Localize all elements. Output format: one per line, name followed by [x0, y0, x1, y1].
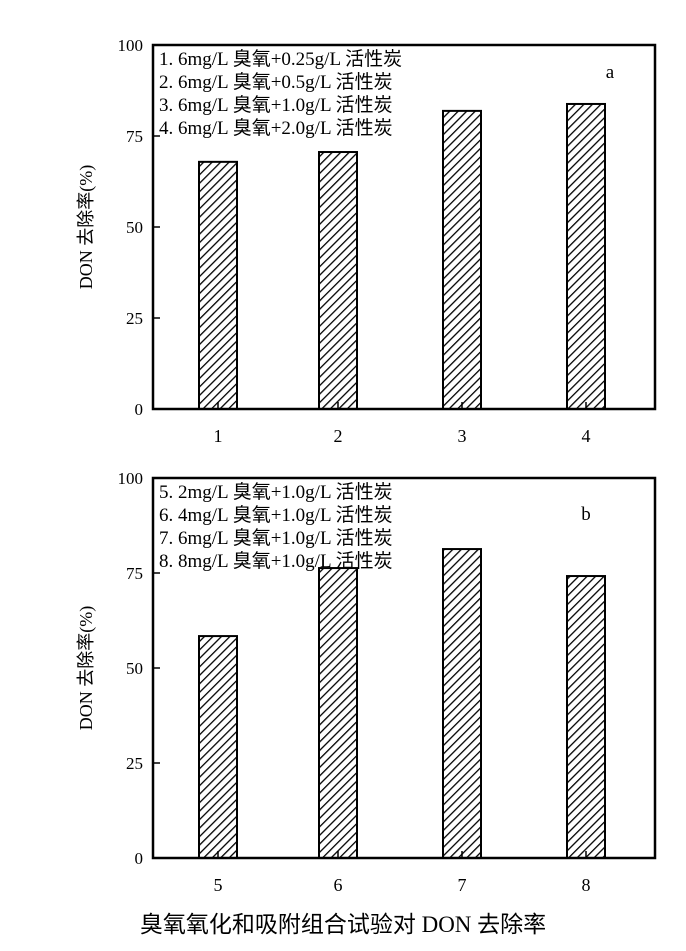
y-tick-label: 75 — [126, 564, 143, 583]
x-tick-label: 7 — [458, 875, 467, 895]
panel-label: a — [606, 62, 615, 83]
bar-1 — [198, 160, 238, 410]
x-tick-label: 1 — [214, 426, 223, 446]
figure-caption: 臭氧氧化和吸附组合试验对 DON 去除率 — [139, 912, 547, 937]
panel-label: b — [581, 504, 591, 525]
legend-entry: 2. 6mg/L 臭氧+0.5g/L 活性炭 — [159, 71, 393, 93]
y-tick-label: 100 — [118, 469, 144, 488]
y-tick-label: 75 — [126, 127, 143, 146]
bar-6 — [318, 567, 358, 859]
x-tick-label: 8 — [582, 875, 591, 895]
legend-entry: 1. 6mg/L 臭氧+0.25g/L 活性炭 — [159, 48, 402, 70]
x-tick-label: 4 — [582, 426, 591, 446]
x-tick-label: 2 — [334, 426, 343, 446]
y-axis-label: DON 去除率(%) — [76, 606, 97, 730]
x-tick-label: 5 — [214, 875, 223, 895]
x-tick-label: 6 — [334, 875, 343, 895]
legend-entry: 6. 4mg/L 臭氧+1.0g/L 活性炭 — [159, 504, 393, 526]
y-tick-label: 25 — [126, 309, 143, 328]
bar-7 — [442, 548, 482, 859]
legend-entry: 3. 6mg/L 臭氧+1.0g/L 活性炭 — [159, 94, 393, 116]
legend-entry: 4. 6mg/L 臭氧+2.0g/L 活性炭 — [159, 117, 393, 139]
y-tick-label: 0 — [135, 400, 144, 419]
legend-entry: 7. 6mg/L 臭氧+1.0g/L 活性炭 — [159, 527, 393, 549]
y-tick-label: 0 — [135, 849, 144, 868]
y-tick-label: 50 — [126, 218, 143, 237]
x-tick-label: 3 — [458, 426, 467, 446]
bar-2 — [318, 151, 358, 411]
y-tick-label: 50 — [126, 659, 143, 678]
y-tick-label: 25 — [126, 754, 143, 773]
y-tick-label: 100 — [118, 36, 144, 55]
bar-4 — [566, 102, 606, 411]
bar-5 — [198, 635, 238, 860]
legend-entry: 5. 2mg/L 臭氧+1.0g/L 活性炭 — [159, 481, 393, 503]
legend-entry: 8. 8mg/L 臭氧+1.0g/L 活性炭 — [159, 550, 393, 572]
y-axis-label: DON 去除率(%) — [76, 165, 97, 289]
bar-3 — [442, 109, 482, 410]
bar-8 — [566, 575, 606, 859]
